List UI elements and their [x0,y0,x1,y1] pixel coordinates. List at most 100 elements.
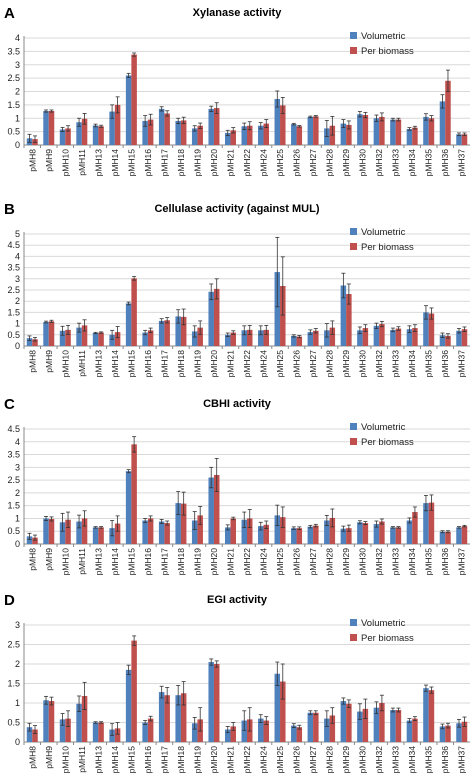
bar-volumetric [175,503,181,544]
x-tick-label: pMH20 [209,548,219,576]
bar-per-biomass [65,718,71,742]
bar-per-biomass [81,695,88,742]
bar-volumetric [423,688,429,742]
y-tick-label: 2.5 [7,475,20,485]
x-tick-label: pMH30 [358,350,368,378]
x-tick-label: pMH13 [93,149,103,177]
bar-per-biomass [98,722,104,742]
x-tick-label: pMH21 [225,746,235,774]
bar-volumetric [109,111,115,145]
x-tick-label: pMH8 [27,548,37,571]
x-tick-label: pMH11 [77,350,87,377]
x-tick-label: pMH18 [176,548,186,576]
x-tick-label: pMH14 [110,350,120,378]
x-tick-label: pMH32 [374,350,384,378]
x-tick-label: pMH17 [159,548,169,576]
x-tick-label: pMH20 [209,350,219,378]
bar-per-biomass [445,335,451,346]
bar-volumetric [423,312,429,346]
bar-volumetric [357,114,363,145]
x-tick-label: pMH33 [391,746,401,774]
bar-per-biomass [164,695,170,742]
bar-volumetric [43,111,49,145]
y-tick-label: 0 [15,539,20,549]
x-tick-label: pMH35 [424,746,434,774]
x-tick-label: pMH9 [44,149,54,172]
bar-volumetric [158,521,165,544]
bar-volumetric [357,522,363,544]
chart-title: EGI activity [207,594,268,606]
bar-per-biomass [313,525,319,544]
chart-svg: D EGI activity 0 0.5 1 1.5 2 2.5 3 pMH8 pMH9 pMH10 p… [4,592,470,774]
bar-volumetric [258,526,264,544]
bar-per-biomass [395,710,402,742]
bar-volumetric [208,477,214,544]
bar-volumetric [274,98,281,145]
x-tick-label: pMH27 [308,548,318,576]
bar-volumetric [373,524,380,544]
legend-label: Volumetric [361,227,406,238]
bar-volumetric [274,272,281,346]
bar-per-biomass [329,517,336,544]
bar-volumetric [274,515,281,544]
bar-volumetric [423,116,429,145]
bar-volumetric [390,527,396,544]
y-tick-label: 4 [15,251,20,261]
bar-volumetric [390,119,396,145]
y-tick-label: 2.5 [7,285,20,295]
panel-letter: B [4,201,15,218]
bar-volumetric [92,333,99,346]
bar-per-biomass [296,336,303,346]
x-tick-label: pMH18 [176,149,186,177]
bar-per-biomass [32,729,38,742]
bar-per-biomass [164,113,170,145]
x-tick-label: pMH10 [60,350,70,378]
bar-per-biomass [230,130,236,145]
bar-volumetric [158,320,165,346]
legend-swatch [350,47,357,54]
chart-svg: A Xylanase activity 0 0.5 1 1.5 2 2.5 3 3.5 4 pMH8 p… [4,5,470,177]
bar-per-biomass [230,332,236,346]
bar-per-biomass [197,327,203,346]
y-tick-label: 0.5 [7,718,20,728]
x-tick-label: pMH28 [325,350,335,378]
bar-per-biomass [280,681,286,742]
bar-volumetric [142,520,148,544]
x-tick-label: pMH28 [325,746,335,774]
x-tick-label: pMH32 [374,548,384,576]
bar-volumetric [406,720,413,742]
bar-per-biomass [81,325,88,346]
bar-per-biomass [98,527,104,544]
chart-title: Xylanase activity [193,7,283,19]
bar-volumetric [274,673,281,742]
bar-per-biomass [296,727,303,742]
bar-volumetric [291,725,297,742]
bar-per-biomass [280,285,286,346]
bar-per-biomass [329,327,336,346]
x-tick-label: pMH28 [325,149,335,177]
y-tick-label: 1 [15,513,20,523]
x-tick-label: pMH33 [391,350,401,378]
bar-per-biomass [213,288,220,346]
bar-per-biomass [131,278,137,346]
x-tick-label: pMH34 [407,350,417,378]
bar-per-biomass [81,118,88,145]
bar-per-biomass [412,127,418,145]
bar-volumetric [439,101,446,145]
y-tick-label: 1.5 [7,100,20,110]
x-tick-label: pMH26 [292,746,302,774]
legend-swatch [350,634,357,641]
y-tick-label: 2.5 [7,640,20,650]
x-tick-label: pMH36 [440,149,450,177]
bar-per-biomass [98,126,104,145]
bar-volumetric [175,695,181,742]
bar-per-biomass [213,108,220,145]
panel-egi: D EGI activity 0 0.5 1 1.5 2 2.5 3 pMH8 pMH9 pMH10 p… [0,587,474,783]
panel-letter: D [4,592,15,609]
bar-volumetric [406,520,413,544]
bar-volumetric [26,727,33,742]
x-tick-label: pMH24 [259,746,269,774]
bar-volumetric [43,322,49,346]
x-tick-label: pMH17 [159,746,169,774]
x-tick-label: pMH24 [259,350,269,378]
